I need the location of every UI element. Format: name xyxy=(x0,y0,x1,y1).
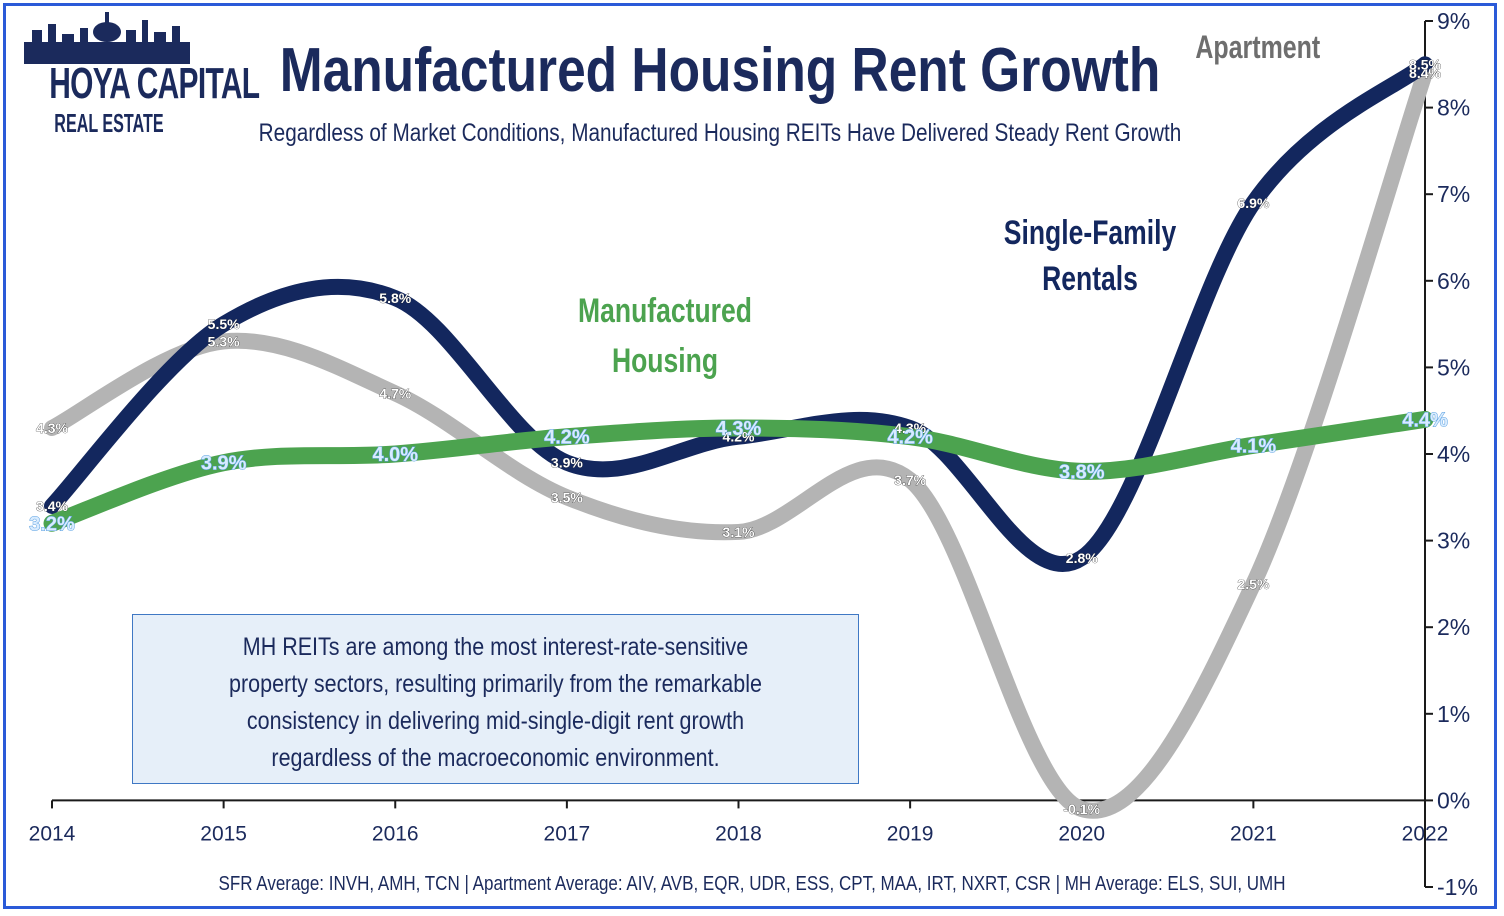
logo-subtext: REAL ESTATE xyxy=(54,108,164,138)
annotation-text: MH REITs are among the most interest-rat… xyxy=(229,633,762,772)
apartment-data-label: 4.3% xyxy=(36,420,68,436)
y-tick-label: -1% xyxy=(1437,874,1478,900)
single-family-rentals-data-label: 3.9% xyxy=(551,455,583,471)
apartment-data-label: 8.4% xyxy=(1409,65,1441,81)
x-tick-label: 2014 xyxy=(29,822,76,845)
single-family-rentals-data-label: 6.9% xyxy=(1237,195,1269,211)
manufactured-housing-data-label: 4.0% xyxy=(372,444,418,466)
apartment-data-label: 4.7% xyxy=(379,385,411,401)
manufactured-housing-data-label: 4.4% xyxy=(1402,409,1448,431)
apartment-data-label: 3.5% xyxy=(551,489,583,505)
x-tick-label: 2019 xyxy=(887,822,934,845)
skyline-icon xyxy=(24,12,190,64)
sfr-series-label-line1: Single-Family xyxy=(1003,214,1177,252)
x-tick-label: 2018 xyxy=(715,822,762,845)
single-family-rentals-data-label: 3.4% xyxy=(36,498,68,514)
manufactured-housing-line xyxy=(43,410,1434,532)
y-tick-label: 9% xyxy=(1437,8,1470,34)
hoya-capital-logo: HOYA CAPITAL REAL ESTATE xyxy=(22,10,260,140)
mh-series-label-line2: Housing xyxy=(611,342,719,380)
single-family-rentals-data-label: 5.5% xyxy=(208,316,240,332)
chart-footer-note: SFR Average: INVH, AMH, TCN | Apartment … xyxy=(218,873,1286,895)
apartment-data-label: 3.7% xyxy=(894,472,926,488)
manufactured-housing-data-label: 4.1% xyxy=(1231,435,1277,457)
single-family-rentals-data-label: 2.8% xyxy=(1066,550,1098,566)
x-tick-label: 2015 xyxy=(200,822,247,845)
apartment-data-label: -0.1% xyxy=(1063,801,1100,817)
apartment-data-label: 5.3% xyxy=(208,333,240,349)
manufactured-housing-data-label: 3.2% xyxy=(29,513,75,535)
single-family-rentals-data-label: 5.8% xyxy=(379,290,411,306)
single-family-rentals-data-label: 8.5% xyxy=(1409,56,1441,72)
single-family-rentals-data-label: 4.3% xyxy=(894,420,926,436)
y-tick-label: 2% xyxy=(1437,614,1470,640)
x-tick-label: 2021 xyxy=(1230,822,1277,845)
x-tick-label: 2017 xyxy=(544,822,591,845)
y-tick-label: 1% xyxy=(1437,701,1470,727)
manufactured-housing-data-label: 3.8% xyxy=(1059,461,1105,483)
y-tick-label: 7% xyxy=(1437,181,1470,207)
chart-title: Manufactured Housing Rent Growth xyxy=(279,36,1161,105)
manufactured-housing-data-label: 4.2% xyxy=(887,427,933,449)
manufactured-housing-data-label: 4.2% xyxy=(544,427,590,449)
apartment-data-label: 2.5% xyxy=(1237,576,1269,592)
x-tick-label: 2020 xyxy=(1058,822,1105,845)
y-tick-label: 6% xyxy=(1437,268,1470,294)
manufactured-housing-data-label: 4.3% xyxy=(716,418,762,440)
manufactured-housing-data-label: 3.9% xyxy=(201,453,247,475)
apartment-line xyxy=(44,64,1433,819)
annotation-box: MH REITs are among the most interest-rat… xyxy=(132,614,859,784)
y-tick-label: 3% xyxy=(1437,528,1470,554)
apartment-series-label: Apartment xyxy=(1195,29,1321,65)
chart-subtitle: Regardless of Market Conditions, Manufac… xyxy=(258,119,1182,147)
y-tick-label: 4% xyxy=(1437,441,1470,467)
x-tick-label: 2016 xyxy=(372,822,419,845)
single-family-rentals-data-label: 4.2% xyxy=(723,429,755,445)
apartment-data-label: 3.1% xyxy=(723,524,755,540)
y-tick-label: 5% xyxy=(1437,354,1470,380)
sfr-series-label-line2: Rentals xyxy=(1042,260,1138,298)
y-tick-label: 8% xyxy=(1437,95,1470,121)
y-tick-label: 0% xyxy=(1437,787,1470,813)
mh-series-label-line1: Manufactured xyxy=(578,292,752,330)
